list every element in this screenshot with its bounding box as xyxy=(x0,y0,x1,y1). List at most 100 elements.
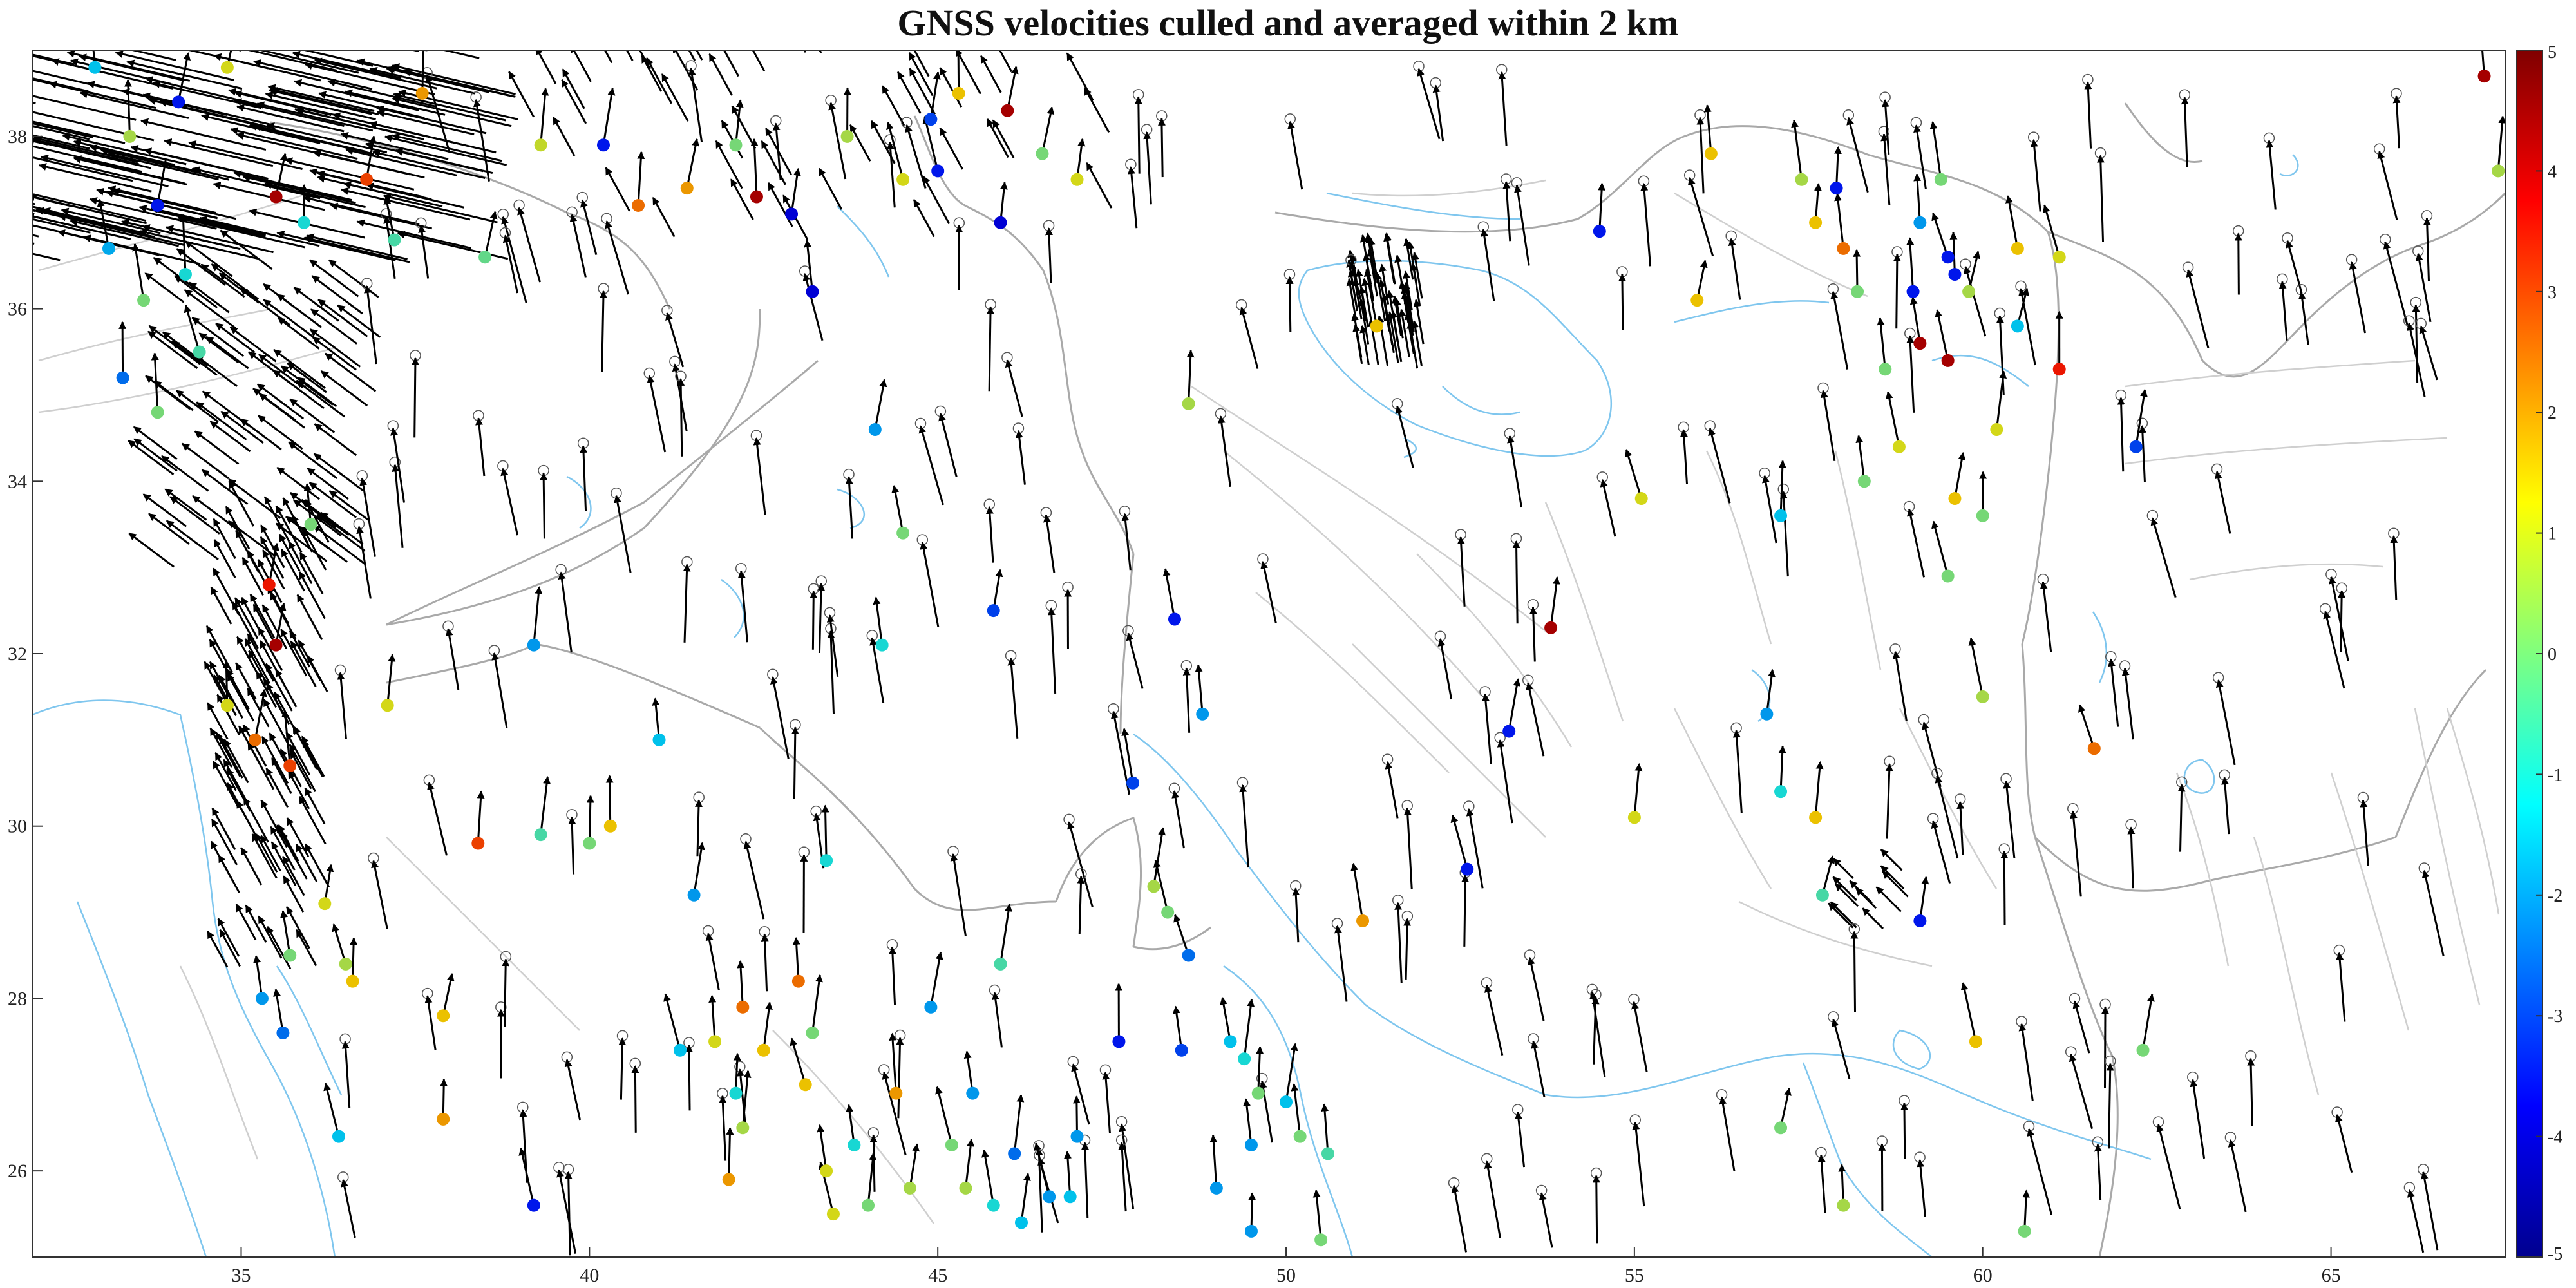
velocity-arrow xyxy=(316,514,366,552)
velocity-arrow xyxy=(1931,213,1949,258)
colorbar-ticks: 5 4 3 2 1 0 -1 -2 -3 -4 -5 xyxy=(2536,43,2562,1264)
velocity-arrow xyxy=(1906,508,1925,578)
gnss-station xyxy=(102,242,115,255)
velocity-arrow xyxy=(1349,261,1368,321)
velocity-arrow xyxy=(2497,115,2505,171)
velocity-arrow xyxy=(220,410,264,444)
velocity-arrow xyxy=(1913,173,1922,223)
gnss-station xyxy=(1857,475,1871,488)
velocity-arrow xyxy=(35,207,156,238)
velocity-arrow xyxy=(304,787,326,824)
velocity-arrow xyxy=(790,167,801,214)
velocity-arrow xyxy=(867,1152,877,1206)
velocity-arrow xyxy=(209,638,235,684)
velocity-arrow xyxy=(1346,278,1358,321)
gnss-station xyxy=(1244,1138,1258,1151)
velocity-arrow xyxy=(1260,560,1277,623)
velocity-arrow xyxy=(1631,1001,1648,1072)
velocity-arrow xyxy=(236,132,349,162)
velocity-arrow xyxy=(663,993,681,1051)
velocity-arrow xyxy=(320,511,364,545)
velocity-arrow xyxy=(1632,1121,1645,1207)
velocity-arrow xyxy=(2278,281,2288,341)
velocity-arrow xyxy=(32,215,77,228)
velocity-arrow xyxy=(1411,252,1423,299)
velocity-arrow xyxy=(1481,693,1492,764)
velocity-arrow xyxy=(2106,1063,2114,1149)
velocity-arrow xyxy=(1256,1046,1264,1094)
velocity-arrow xyxy=(1121,513,1132,571)
velocity-arrow xyxy=(207,930,229,968)
velocity-arrow xyxy=(1779,1087,1792,1128)
velocity-arrow xyxy=(249,593,276,639)
velocity-arrow xyxy=(144,272,185,303)
velocity-arrow xyxy=(213,518,236,560)
velocity-arrow xyxy=(145,76,265,108)
gnss-station xyxy=(415,86,429,100)
velocity-arrow xyxy=(304,62,435,96)
velocity-arrow xyxy=(1484,984,1504,1056)
gnss-station xyxy=(820,854,833,867)
velocity-arrow xyxy=(261,549,285,590)
gnss-station xyxy=(1830,182,1843,195)
velocity-arrow xyxy=(1367,249,1378,297)
velocity-arrow xyxy=(1066,52,1094,101)
gnss-station xyxy=(2136,1043,2150,1057)
gnss-station xyxy=(1008,1147,1021,1160)
velocity-arrow xyxy=(280,365,334,406)
velocity-arrow xyxy=(1820,390,1836,461)
velocity-arrow xyxy=(40,154,169,187)
gnss-station xyxy=(959,1181,972,1195)
velocity-arrow xyxy=(1906,335,1915,413)
velocity-arrow xyxy=(58,213,185,247)
velocity-arrow xyxy=(73,155,185,185)
gnss-station xyxy=(283,949,297,962)
velocity-arrow xyxy=(242,174,356,204)
velocity-arrow xyxy=(896,71,922,114)
gnss-station xyxy=(527,1198,540,1212)
velocity-arrow xyxy=(280,629,308,677)
velocity-arrow xyxy=(882,85,905,126)
velocity-arrow xyxy=(580,199,598,256)
colorbar-tick-label: -1 xyxy=(2548,765,2562,785)
gnss-station xyxy=(736,1000,750,1014)
velocity-arrow xyxy=(929,71,941,120)
velocity-arrow xyxy=(289,630,311,668)
velocity-arrow xyxy=(323,864,334,904)
velocity-arrow xyxy=(151,352,159,413)
velocity-arrow xyxy=(258,915,283,959)
velocity-arrow xyxy=(1077,875,1085,934)
velocity-arrow xyxy=(558,571,573,653)
velocity-arrow xyxy=(1995,370,2007,430)
velocity-arrow xyxy=(179,214,187,275)
velocity-arrow xyxy=(1680,429,1689,484)
gnss-station xyxy=(1690,294,1704,307)
velocity-arrow xyxy=(312,336,357,371)
gnss-station xyxy=(2129,440,2143,453)
velocity-arrow xyxy=(1967,251,1981,292)
gnss-station xyxy=(437,1009,450,1023)
velocity-arrow xyxy=(772,122,782,180)
velocity-arrow xyxy=(2334,1113,2353,1173)
velocity-arrow xyxy=(618,1037,627,1100)
gnss-station xyxy=(1774,509,1788,522)
velocity-arrow xyxy=(2412,304,2420,384)
velocity-arrow xyxy=(392,91,506,122)
velocity-arrow xyxy=(392,96,512,128)
velocity-arrow xyxy=(253,59,373,90)
velocity-arrow xyxy=(177,215,306,249)
velocity-arrow xyxy=(1379,263,1390,305)
gnss-station xyxy=(262,578,276,591)
velocity-arrow xyxy=(150,205,267,236)
velocity-arrow xyxy=(913,50,930,77)
velocity-arrow xyxy=(1432,84,1444,142)
gnss-station xyxy=(785,207,799,221)
velocity-arrow xyxy=(1186,350,1195,404)
velocity-arrow xyxy=(1885,391,1900,448)
velocity-arrow xyxy=(708,53,733,96)
gnss-station xyxy=(1990,422,2003,436)
gnss-station xyxy=(1941,569,1955,583)
velocity-arrow xyxy=(2421,869,2445,957)
velocity-arrow xyxy=(2030,138,2041,212)
velocity-arrow xyxy=(310,308,357,345)
